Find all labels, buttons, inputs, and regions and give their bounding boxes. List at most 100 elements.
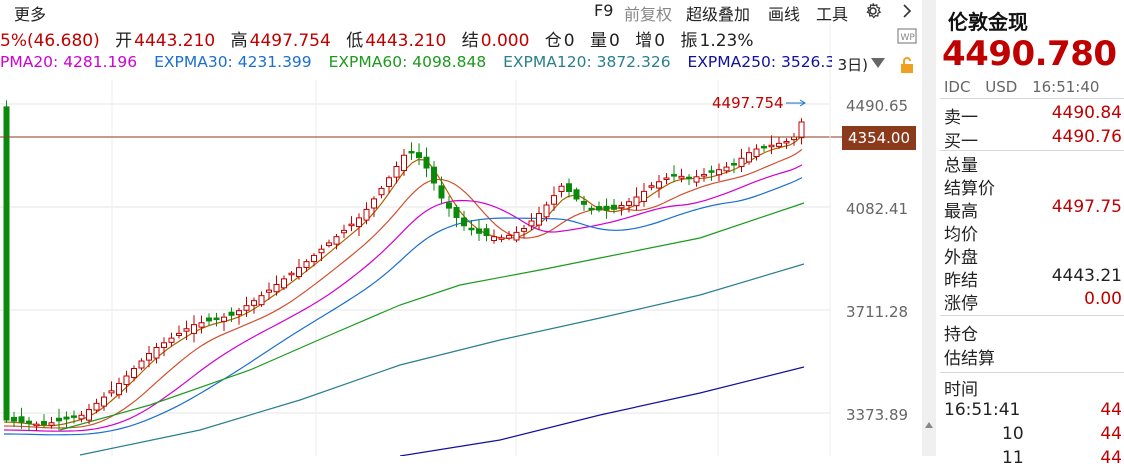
quote-panel: 伦敦金现 4490.780 IDC USD 16:51:40 卖一 4490.8… [936, 0, 1124, 468]
ma-legend: PMA20: 4281.196 EXPMA30: 4231.399 EXPMA6… [0, 53, 867, 75]
current-price-box: 4354.00 [842, 126, 916, 150]
candle-body [266, 289, 272, 293]
tick-price: 44 [1100, 424, 1122, 444]
candle-body [558, 185, 565, 192]
candle-body [71, 415, 77, 418]
candle-body [603, 205, 610, 211]
candle-body [206, 317, 212, 322]
super-overlay-button[interactable]: 超级叠加 [686, 5, 751, 24]
expma30-legend: EXPMA30: 4231.399 [154, 53, 312, 71]
candle-body [581, 200, 587, 205]
est-settle-label: 估结算 [944, 349, 995, 369]
candle-body [738, 157, 745, 167]
high-value: 4497.754 [249, 31, 331, 51]
dropdown-triangle-icon[interactable] [870, 57, 886, 69]
high-price-marker: 4497.754 [712, 94, 784, 112]
tick-time: 16:51:41 [944, 400, 1021, 420]
ma120-line [79, 263, 805, 456]
gear-icon[interactable] [864, 2, 882, 20]
candle-body [513, 231, 520, 241]
candle-body [716, 169, 722, 176]
candle-body [408, 150, 415, 154]
candle-body [296, 267, 302, 278]
expma60-legend: EXPMA60: 4098.848 [328, 53, 487, 71]
more-button[interactable]: 更多 [14, 5, 47, 24]
total-volume-label: 总量 [944, 156, 978, 176]
ask-label: 卖一 [944, 108, 978, 128]
candle-body [326, 242, 332, 247]
draw-line-button[interactable]: 画线 [768, 5, 801, 24]
amplitude-value: 1.23% [699, 31, 754, 51]
candle-body [198, 322, 205, 328]
source-label: IDC [944, 78, 971, 96]
candle-body [528, 220, 535, 227]
change-value: 5%(46.680) [0, 31, 100, 51]
candle-body [708, 170, 715, 173]
candle-body [506, 234, 512, 239]
candle-body [108, 390, 115, 394]
tick-price: 44 [1100, 448, 1122, 468]
volume-label: 量 [590, 31, 608, 51]
candle-body [281, 278, 287, 289]
candle-body [521, 228, 527, 232]
ma10-line [3, 149, 803, 429]
candle-body [371, 198, 377, 209]
candle-body [393, 166, 400, 178]
wp-icon[interactable]: WP [897, 27, 917, 47]
volume-value: 0 [609, 31, 620, 51]
low-label: 低 [346, 31, 364, 51]
candle-body [633, 196, 640, 207]
y-axis-label: 4082.41 [846, 200, 909, 218]
ma60-line [59, 202, 805, 431]
scroll-up-arrow-icon[interactable] [924, 420, 934, 430]
chevron-right-icon[interactable] [900, 3, 914, 19]
candle-body [768, 144, 775, 148]
candle-body [453, 207, 460, 218]
candle-body [776, 142, 782, 147]
tools-button[interactable]: 工具 [816, 5, 849, 24]
candle-body [228, 311, 235, 316]
candle-body [273, 284, 280, 293]
candle-body [671, 174, 677, 177]
candle-body [183, 328, 190, 332]
stat-row: 昨结 4443.21 [944, 266, 1124, 291]
candle-body [761, 145, 767, 149]
period-selector[interactable]: 3日) [832, 54, 868, 74]
moving-average-lines [3, 135, 805, 456]
increase-value: 0 [654, 31, 666, 51]
tick-row: 16:51:41 44 [944, 400, 1124, 422]
divider [940, 315, 1124, 316]
stat-row: 涨停 0.00 [944, 289, 1124, 314]
tick-price: 44 [1100, 400, 1122, 420]
tick-time: 11 [1002, 448, 1024, 468]
adjust-price-button[interactable]: 前复权 [624, 5, 673, 24]
y-axis-label: 3373.89 [846, 406, 909, 424]
chart-grid [0, 80, 830, 456]
candle-body [33, 423, 40, 427]
candle-body [221, 316, 227, 322]
bid-row: 买一 4490.76 [944, 127, 1124, 152]
stat-row: 结算价 [944, 174, 1124, 199]
f9-button[interactable]: F9 [594, 1, 614, 20]
candle-body [461, 217, 467, 227]
candle-body [356, 217, 362, 228]
lock-icon[interactable] [898, 56, 916, 74]
quote-time: 16:51:40 [1032, 78, 1100, 96]
candlestick-chart[interactable]: 4497.754 [0, 0, 922, 456]
candle-body [18, 416, 25, 423]
chart-toolbar: 更多 F9 前复权 超级叠加 画线 工具 [0, 0, 922, 24]
position-value: 0 [563, 31, 575, 51]
open-value: 4443.210 [134, 31, 216, 51]
candle-body [723, 166, 730, 172]
settlement-price-label: 结算价 [944, 179, 995, 199]
candle-body [101, 396, 107, 407]
candle-body [663, 177, 670, 181]
panel-scrollbar[interactable] [922, 0, 936, 456]
high-stat-value: 4497.75 [1051, 197, 1122, 217]
prev-settle-label: 昨结 [944, 271, 978, 291]
candle-body [213, 317, 220, 321]
candle-body [146, 353, 152, 361]
candle-body [491, 236, 497, 242]
candle-body [48, 422, 55, 426]
candle-body [536, 213, 542, 226]
